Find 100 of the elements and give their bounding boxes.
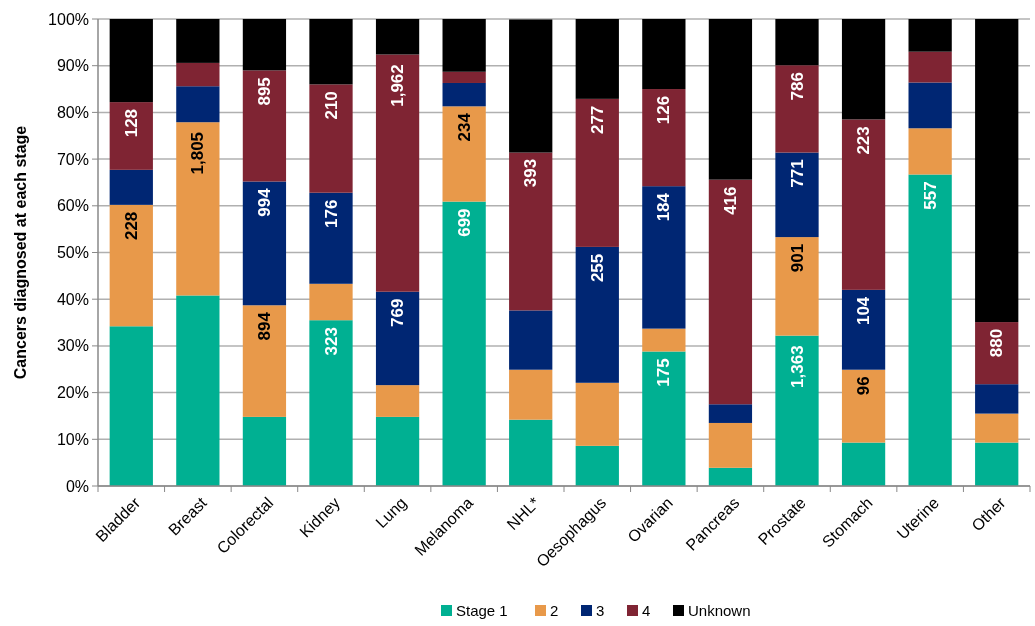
- annotation: 96: [854, 376, 874, 396]
- bar: [575, 98, 619, 247]
- bar: [442, 71, 486, 83]
- annotation: 393: [521, 158, 541, 188]
- bar: [708, 404, 753, 423]
- bar: [775, 19, 819, 66]
- annotation: 210: [321, 91, 341, 120]
- y-axis-title: Cancers diagnosed at each stage: [11, 125, 29, 380]
- bar: [775, 65, 819, 153]
- annotation: 895: [254, 77, 274, 106]
- bar: [975, 384, 1019, 414]
- bar: [309, 192, 353, 284]
- bar: [708, 467, 753, 486]
- bar: [575, 246, 619, 383]
- bar: [841, 289, 886, 370]
- bar: [908, 19, 952, 52]
- bar: [975, 442, 1019, 486]
- y-tick-label: 0%: [65, 477, 89, 495]
- annotation: 1,805: [188, 131, 208, 175]
- bar: [242, 19, 287, 71]
- bar: [109, 204, 153, 327]
- annotation: 104: [854, 296, 874, 326]
- bar: [509, 19, 553, 153]
- y-tick-label: 30%: [56, 337, 89, 355]
- bar: [375, 291, 420, 386]
- annotation: 771: [787, 159, 807, 188]
- annotation: 994: [254, 187, 274, 217]
- bar: [841, 442, 886, 486]
- bar: [176, 62, 220, 87]
- annotation: 277: [587, 105, 607, 135]
- y-tick-label: 80%: [56, 103, 89, 121]
- annotation: 769: [388, 298, 408, 327]
- bar: [975, 19, 1019, 323]
- bar: [375, 19, 420, 55]
- bar: [708, 179, 753, 405]
- bar: [309, 84, 353, 193]
- legend-label: Stage 1: [456, 602, 508, 619]
- bar: [642, 351, 686, 486]
- bar: [375, 385, 420, 417]
- bar: [908, 82, 952, 129]
- bar: [775, 335, 819, 486]
- bar: [908, 174, 952, 486]
- bar: [442, 19, 486, 72]
- bar: [375, 416, 420, 486]
- y-tick-label: 90%: [56, 57, 89, 75]
- bar: [442, 201, 486, 486]
- bar: [242, 70, 287, 182]
- bar: [708, 19, 753, 180]
- bar: [642, 186, 686, 329]
- bar: [509, 152, 553, 311]
- annotation: 901: [787, 243, 807, 273]
- y-tick-label: 10%: [56, 430, 89, 448]
- bar: [908, 51, 952, 83]
- bar: [575, 382, 619, 446]
- annotation: 416: [720, 186, 740, 215]
- bar: [309, 283, 353, 321]
- bar: [642, 89, 686, 187]
- annotation: 1,363: [787, 345, 807, 388]
- y-tick-label: 40%: [56, 290, 89, 308]
- annotation: 880: [987, 328, 1007, 358]
- bar: [841, 119, 886, 290]
- annotation: 228: [121, 211, 141, 241]
- y-tick-label: 70%: [56, 150, 89, 168]
- annotation: 699: [454, 208, 474, 237]
- bar: [975, 413, 1019, 443]
- bar: [775, 237, 819, 336]
- bar: [176, 86, 220, 123]
- bar: [708, 422, 753, 468]
- bar: [176, 122, 220, 296]
- bar: [841, 369, 886, 443]
- annotation: 786: [787, 72, 807, 101]
- y-tick-label: 60%: [56, 197, 89, 215]
- bar: [509, 369, 553, 420]
- annotation: 1,962: [388, 64, 408, 107]
- bar: [775, 152, 819, 238]
- bar: [908, 128, 952, 175]
- bar: [375, 54, 420, 292]
- annotation: 323: [321, 327, 341, 356]
- bar: [109, 102, 153, 170]
- bar: [841, 19, 886, 120]
- bar: [575, 19, 619, 99]
- annotation: 175: [654, 358, 674, 387]
- annotation: 557: [920, 181, 940, 210]
- bar: [309, 19, 353, 85]
- bar: [509, 310, 553, 370]
- bar: [242, 305, 287, 417]
- annotation: 255: [587, 253, 607, 283]
- bar: [176, 19, 220, 63]
- bar: [242, 181, 287, 306]
- annotation: 126: [654, 95, 674, 125]
- bar: [109, 169, 153, 205]
- annotation: 894: [254, 311, 274, 341]
- bar: [509, 419, 553, 486]
- bar: [442, 82, 486, 107]
- annotation: 223: [854, 126, 874, 155]
- bar: [109, 19, 153, 103]
- bar: [176, 295, 220, 486]
- bar: [442, 106, 486, 202]
- bar: [242, 416, 287, 486]
- bar: [109, 326, 153, 486]
